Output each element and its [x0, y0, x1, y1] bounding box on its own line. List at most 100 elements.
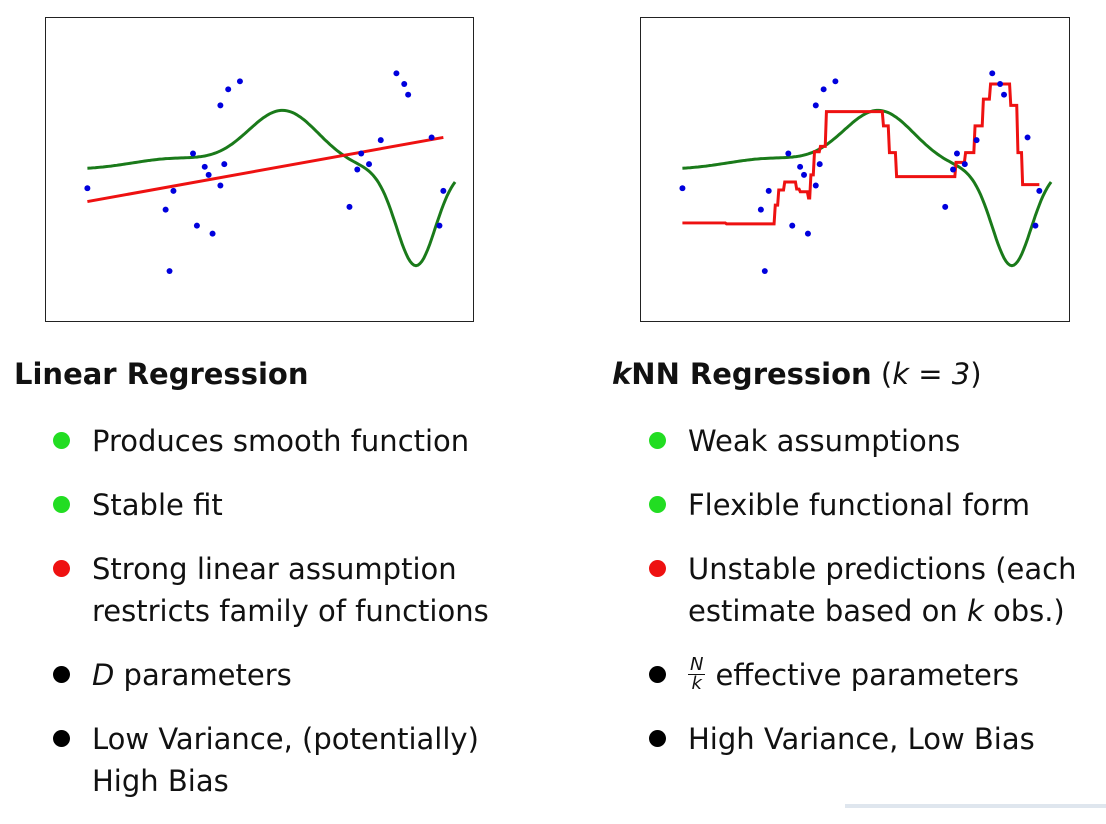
heading-k: k [612, 357, 632, 391]
bullet-text-line2b: obs.) [983, 594, 1065, 628]
linear-regression-chart [84, 70, 457, 275]
knn-fit-line [682, 82, 1040, 226]
data-point [785, 150, 792, 157]
data-point [961, 161, 968, 168]
data-point [812, 102, 819, 109]
green-bullet-icon [649, 496, 666, 513]
data-point [170, 187, 177, 194]
data-point [1001, 91, 1008, 98]
data-point [217, 102, 224, 109]
data-point [989, 70, 996, 77]
knn-regression-plot [640, 17, 1070, 322]
data-point [973, 137, 980, 144]
heading-paren-open: ( [871, 357, 893, 391]
data-point [366, 161, 373, 168]
data-point [950, 166, 957, 173]
bullet-text-line2: High Bias [92, 764, 229, 798]
heading-nn-regression: NN Regression [631, 357, 872, 391]
data-point [84, 185, 91, 192]
data-point [401, 81, 408, 87]
black-bullet-icon [649, 666, 666, 683]
bullet-text: Strong linear assumption [92, 552, 457, 586]
data-point [193, 222, 200, 229]
data-point [1036, 187, 1043, 194]
bullet-item: Strong linear assumption restricts family… [53, 548, 489, 632]
data-point [816, 161, 823, 168]
bullet-text: Low Variance, (potentially) [92, 722, 479, 756]
bullet-k: k [966, 594, 984, 628]
data-point [757, 206, 764, 213]
black-bullet-icon [53, 666, 70, 683]
linear-regression-heading: Linear Regression [14, 357, 309, 391]
data-point [997, 81, 1004, 87]
data-point [190, 150, 196, 157]
data-point [346, 203, 353, 210]
bullet-text: Weak assumptions [688, 424, 961, 458]
parameter-variable: D [92, 658, 115, 692]
bullet-text-line2a: estimate based on [688, 594, 967, 628]
green-bullet-icon [53, 432, 70, 449]
heading-paren-close: ) [970, 357, 982, 391]
data-point [221, 161, 228, 168]
data-point [801, 171, 808, 178]
bullet-text: Stable fit [92, 488, 223, 522]
black-bullet-icon [649, 730, 666, 747]
green-bullet-icon [53, 496, 70, 513]
data-point [761, 268, 768, 275]
bullet-item: Unstable predictions (each estimate based… [649, 548, 1077, 632]
knn-regression-bullets: Weak assumptions Flexible functional for… [649, 420, 1077, 782]
data-point [440, 187, 447, 194]
bullet-text: Produces smooth function [92, 424, 470, 458]
bullet-item: Flexible functional form [649, 484, 1076, 526]
linear-regression-bullets: Produces smooth function Stable fit Stro… [53, 420, 489, 824]
bullet-item: Produces smooth function [53, 420, 489, 462]
bullet-text: parameters [114, 658, 292, 692]
slide-footer-decoration [845, 804, 1106, 808]
data-point [953, 150, 960, 157]
bullet-text: Flexible functional form [688, 488, 1030, 522]
data-point [789, 222, 796, 229]
data-point [358, 150, 365, 157]
green-bullet-icon [649, 432, 666, 449]
data-point [832, 78, 839, 85]
data-point [405, 91, 412, 98]
data-point [679, 185, 686, 192]
linear-regression-plot [45, 17, 474, 322]
data-point [205, 171, 212, 178]
bullet-item: D parameters [53, 654, 489, 696]
data-point [436, 222, 443, 229]
bullet-text: Unstable predictions (each [688, 552, 1077, 586]
red-bullet-icon [649, 560, 666, 577]
data-point [209, 230, 216, 237]
data-point [201, 163, 208, 170]
linear-fit-line [87, 135, 444, 204]
bullet-text: High Variance, Low Bias [688, 722, 1035, 756]
data-point [1032, 222, 1039, 229]
data-point [765, 187, 772, 194]
heading-k-equals: k = 3 [892, 357, 971, 391]
bullet-text-line2: restricts family of functions [92, 594, 489, 628]
data-point [942, 203, 949, 210]
data-point [377, 137, 384, 144]
data-point [393, 70, 400, 77]
data-point [804, 230, 811, 237]
true-function-curve [87, 108, 457, 268]
bullet-text: effective parameters [715, 658, 1019, 692]
fraction-denominator: k [691, 672, 702, 694]
fraction-numerator: N [688, 653, 706, 675]
data-point [162, 206, 169, 213]
data-point [797, 163, 804, 170]
red-bullet-icon [53, 560, 70, 577]
true-function-curve [682, 108, 1053, 268]
bullet-item: Stable fit [53, 484, 489, 526]
bullet-item: Weak assumptions [649, 420, 1076, 462]
data-point [820, 86, 827, 93]
data-point [354, 166, 361, 173]
knn-regression-heading: kNN Regression (k = 3) [612, 357, 982, 391]
data-point [236, 78, 243, 85]
black-bullet-icon [53, 730, 70, 747]
data-point [812, 182, 819, 189]
bullet-item: Low Variance, (potentially) High Bias [53, 718, 489, 802]
